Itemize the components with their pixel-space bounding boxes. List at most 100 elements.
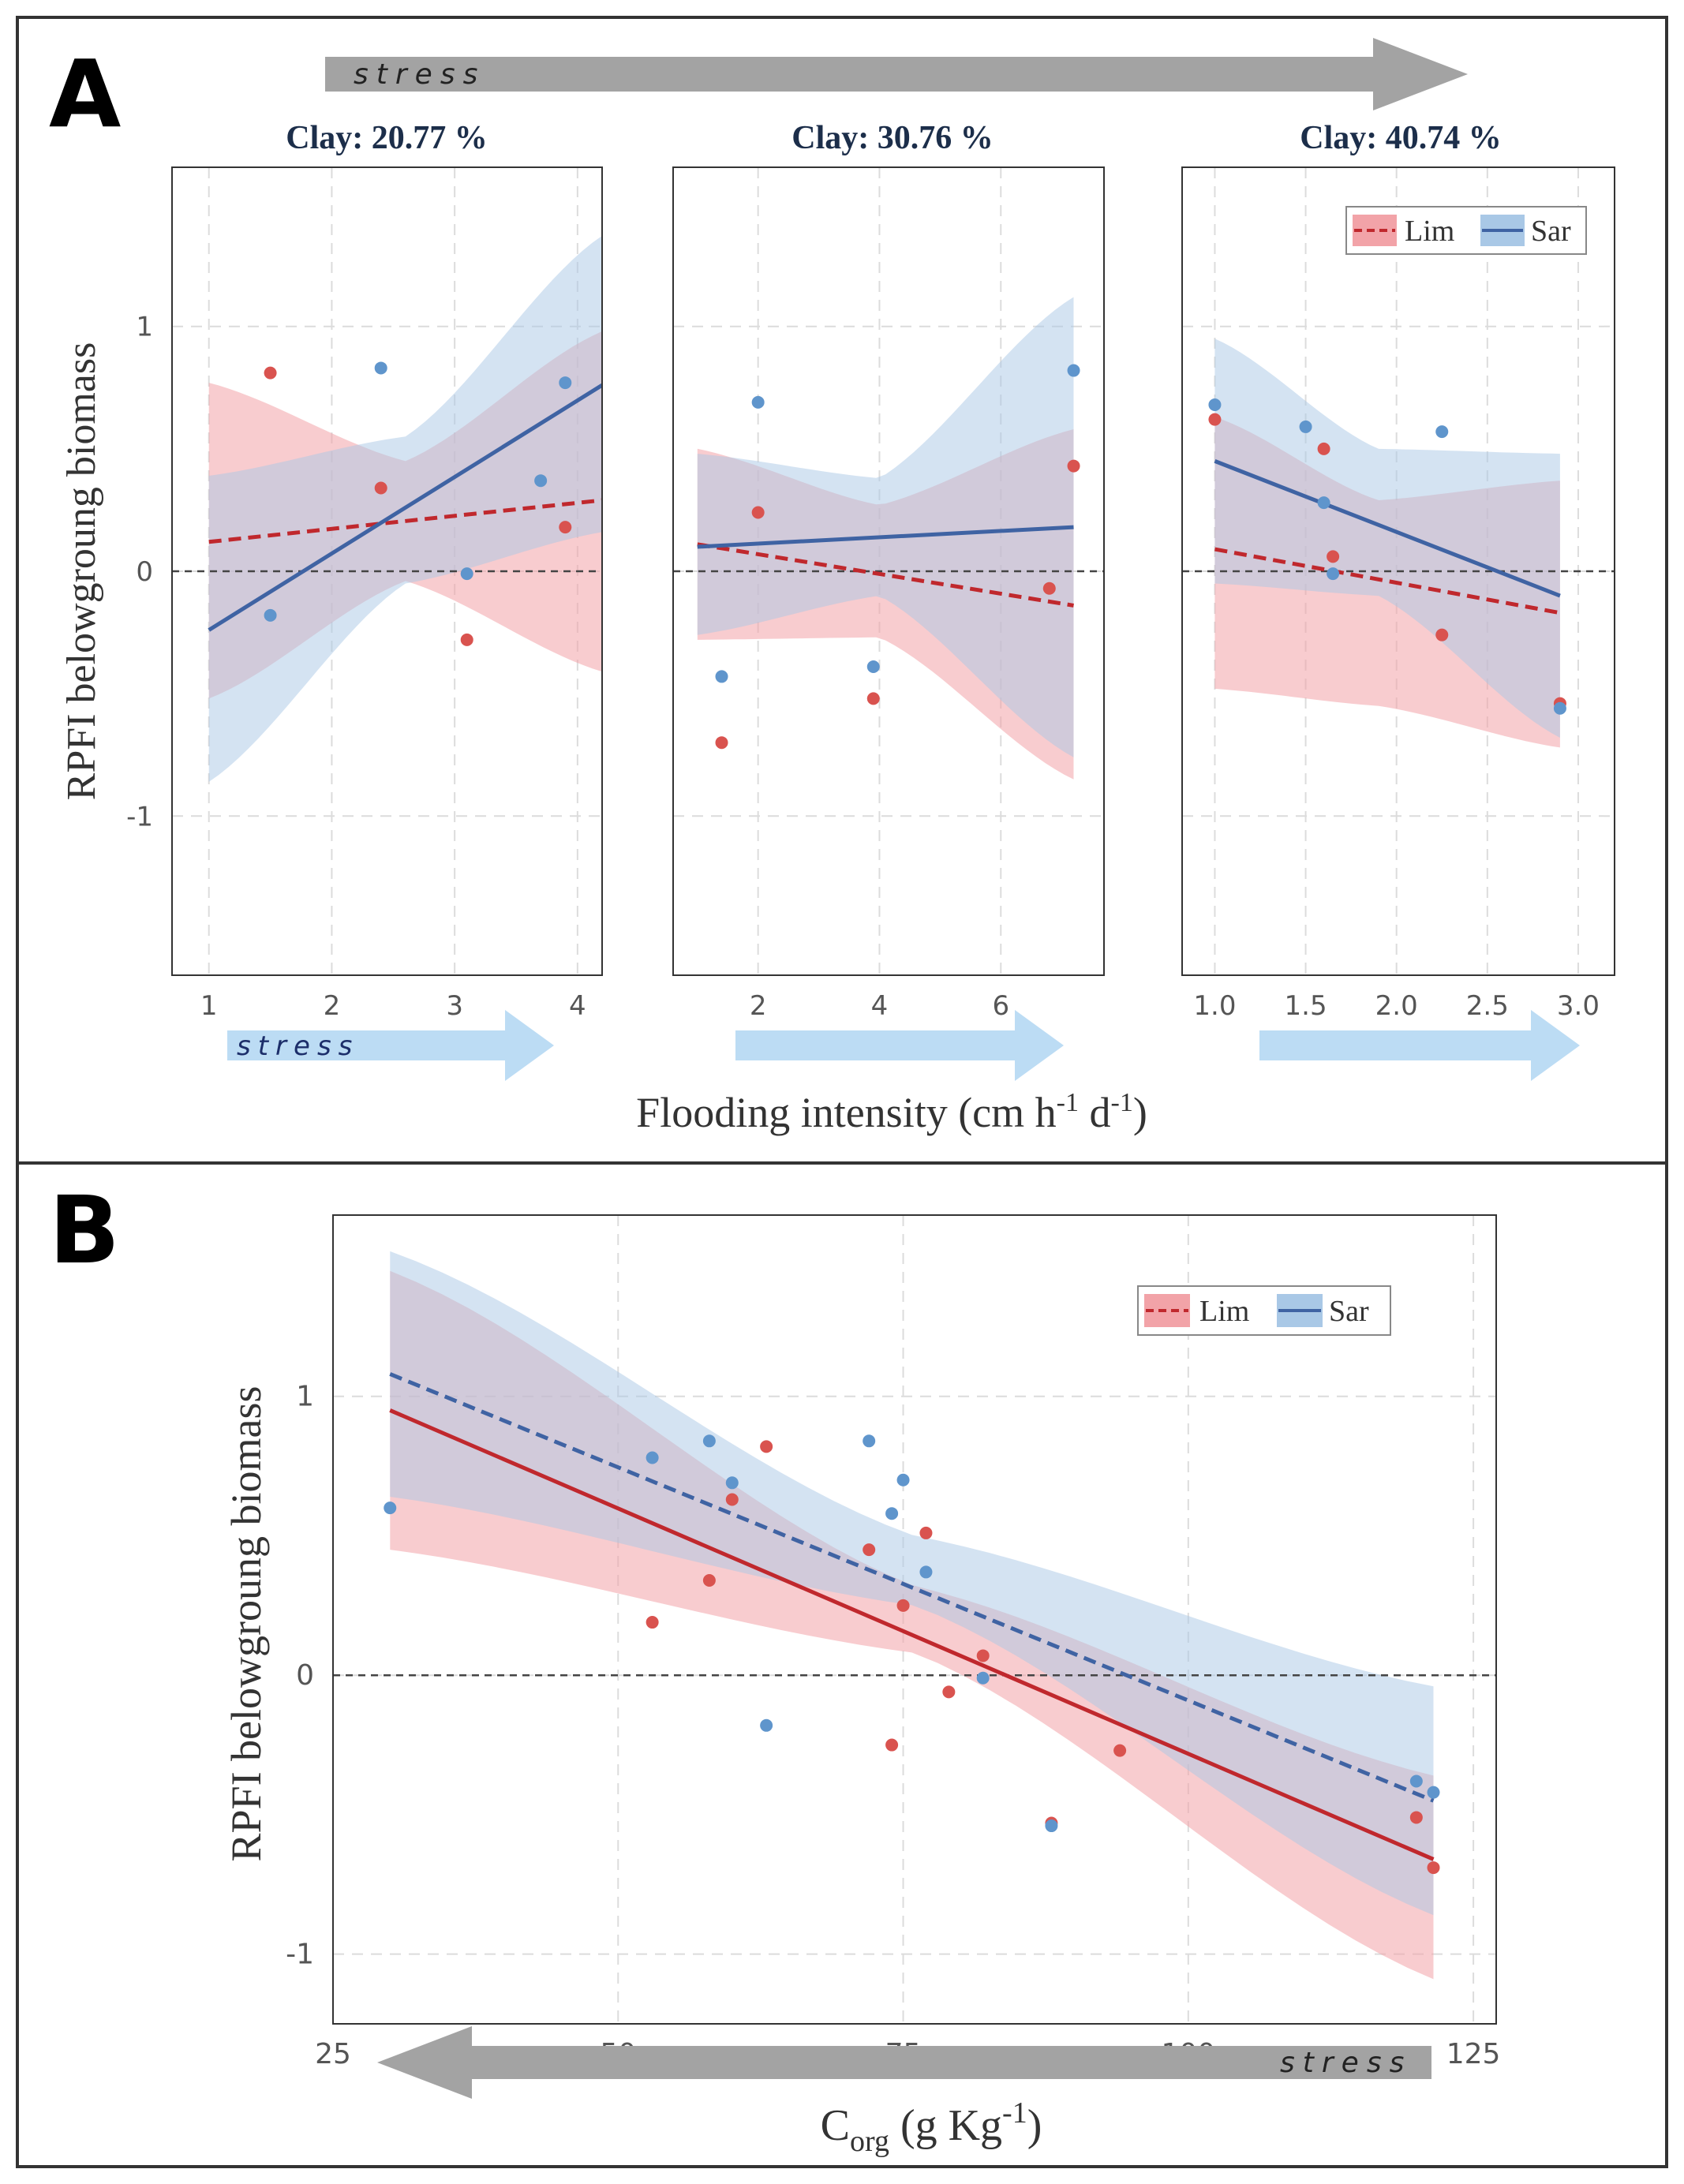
data-point-sar-b-10 xyxy=(1045,1819,1058,1833)
data-point-lim-a2-4 xyxy=(1067,459,1080,473)
subplot-title-a1: Clay: 20.77 % xyxy=(286,120,488,156)
data-point-lim-a2-1 xyxy=(751,506,765,519)
panel-a-xlabel-mid: d xyxy=(1079,1089,1111,1136)
y-tick-label-b-0: -1 xyxy=(286,1939,314,1971)
panel-b-xlabel-sup: -1 xyxy=(1002,2096,1027,2130)
subplot-title-a2: Clay: 30.76 % xyxy=(791,120,994,156)
data-point-lim-b-11 xyxy=(1113,1744,1127,1757)
confidence-band-sar-a2 xyxy=(697,297,1074,757)
panel-a-xlabel-end: ) xyxy=(1133,1089,1147,1136)
x-tick-label-a1-2: 3 xyxy=(446,990,463,1022)
panel-b-xlabel: Corg (g Kg-1) xyxy=(821,2096,1042,2158)
subplot-title-a3: Clay: 40.74 % xyxy=(1300,120,1502,156)
data-point-lim-b-0 xyxy=(646,1616,659,1629)
x-tick-label-a3-1: 1.5 xyxy=(1285,990,1327,1022)
x-tick-label-a3-0: 1.0 xyxy=(1193,990,1236,1022)
data-point-sar-a3-0 xyxy=(1208,398,1222,411)
data-point-sar-b-8 xyxy=(919,1565,933,1579)
x-tick-label-a2-0: 2 xyxy=(750,990,767,1022)
x-tick-label-a1-1: 2 xyxy=(324,990,341,1022)
data-point-lim-b-1 xyxy=(702,1574,716,1588)
plot-frame-a1 xyxy=(171,166,603,976)
data-point-lim-a2-3 xyxy=(1042,582,1056,595)
stress-arrow-b-shape xyxy=(377,2026,1431,2099)
data-point-lim-b-7 xyxy=(919,1526,933,1539)
data-point-lim-a1-1 xyxy=(374,481,387,495)
data-point-sar-b-6 xyxy=(885,1507,899,1520)
legend-b-lim-label: Lim xyxy=(1199,1295,1249,1328)
data-point-lim-b-12 xyxy=(1409,1811,1423,1824)
data-point-sar-a1-2 xyxy=(460,567,473,581)
data-point-sar-a3-4 xyxy=(1435,425,1449,439)
data-point-sar-a1-3 xyxy=(534,474,548,488)
ticks-a3: 1.0 1.5 2.0 2.5 3.0 xyxy=(1193,990,1600,1022)
points-b xyxy=(384,1434,1440,1875)
stress-arrow-top-shape xyxy=(325,38,1468,110)
stress-arrow-a1-label: stress xyxy=(237,1030,359,1062)
stress-arrow-a2 xyxy=(735,1010,1064,1081)
panel-a-xlabel-sup2: -1 xyxy=(1111,1088,1133,1117)
x-tick-label-b-4: 125 xyxy=(1446,2038,1501,2070)
data-point-sar-a1-1 xyxy=(374,361,387,375)
y-tick-label-a1-0: -1 xyxy=(126,801,153,832)
data-point-sar-b-11 xyxy=(1409,1774,1423,1788)
fit-line-sar-b xyxy=(389,1372,1435,1803)
data-point-sar-b-7 xyxy=(896,1473,910,1487)
data-point-lim-a3-0 xyxy=(1208,413,1222,426)
data-point-lim-b-5 xyxy=(885,1738,899,1752)
bands-a2 xyxy=(697,297,1074,780)
stress-arrow-a1-shape xyxy=(227,1010,554,1081)
data-point-lim-a3-1 xyxy=(1317,442,1330,455)
data-point-lim-a1-2 xyxy=(460,633,473,646)
panel-a-xlabel-sup1: -1 xyxy=(1057,1088,1079,1117)
data-point-sar-a2-0 xyxy=(715,670,728,683)
plot-frame-a3 xyxy=(1181,166,1615,976)
data-point-lim-b-8 xyxy=(942,1685,956,1699)
x-tick-label-a3-3: 2.5 xyxy=(1466,990,1509,1022)
fit-line-sar-a3 xyxy=(1214,459,1561,598)
y-tick-label-b-1: 0 xyxy=(296,1659,314,1692)
panel-a-xlabel: Flooding intensity (cm h-1 d-1) xyxy=(636,1088,1147,1136)
plot-frame-a2 xyxy=(672,166,1105,976)
stress-arrow-b: stress xyxy=(377,2026,1431,2099)
data-point-sar-b-12 xyxy=(1427,1786,1440,1799)
x-tick-label-b-0: 25 xyxy=(315,2038,351,2070)
data-point-lim-b-9 xyxy=(976,1649,990,1662)
data-point-sar-b-3 xyxy=(725,1476,739,1490)
y-tick-label-a1-2: 1 xyxy=(136,312,153,343)
ticks-a1: 1 2 3 4 -1 0 1 xyxy=(126,312,586,1022)
y-tick-label-a1-1: 0 xyxy=(136,556,153,588)
panel-b-xlabel-main: C xyxy=(821,2101,850,2150)
fits-b xyxy=(389,1372,1435,1861)
legend-a-lim-label: Lim xyxy=(1405,215,1454,248)
x-tick-label-a1-3: 4 xyxy=(569,990,586,1022)
data-point-sar-b-5 xyxy=(863,1434,876,1448)
data-point-sar-a1-0 xyxy=(264,608,277,622)
bands-a3 xyxy=(1214,338,1560,748)
panel-b-xlabel-sub: org xyxy=(850,2125,889,2158)
data-point-sar-a3-1 xyxy=(1299,420,1312,433)
data-point-sar-b-2 xyxy=(702,1434,716,1448)
subplot-a3: 1.0 1.5 2.0 2.5 3.0 xyxy=(1181,166,1615,1022)
data-point-lim-b-6 xyxy=(896,1599,910,1612)
stress-arrow-a1: stress xyxy=(227,1010,554,1081)
fit-line-lim-b xyxy=(389,1408,1435,1861)
panel-label-b: B xyxy=(49,1176,120,1285)
stress-arrow-top: stress xyxy=(325,38,1468,110)
x-tick-label-a1-0: 1 xyxy=(200,990,218,1022)
points-a2 xyxy=(715,364,1080,750)
data-point-sar-a3-2 xyxy=(1317,496,1330,510)
data-point-lim-a2-2 xyxy=(866,692,880,705)
y-tick-label-b-2: 1 xyxy=(296,1381,314,1413)
fit-line-lim-a2 xyxy=(697,542,1074,608)
legend-b-sar-label: Sar xyxy=(1329,1295,1369,1328)
fit-line-lim-a1 xyxy=(208,498,602,544)
data-point-sar-b-4 xyxy=(760,1718,773,1732)
data-point-sar-a3-5 xyxy=(1553,701,1566,715)
x-tick-label-a3-2: 2.0 xyxy=(1375,990,1418,1022)
fit-line-sar-a1 xyxy=(208,383,602,632)
fit-line-sar-a2 xyxy=(697,525,1074,549)
panel-b-xlabel-end: ) xyxy=(1027,2101,1042,2150)
subplot-a1: 1 2 3 4 -1 0 1 xyxy=(126,166,603,1022)
